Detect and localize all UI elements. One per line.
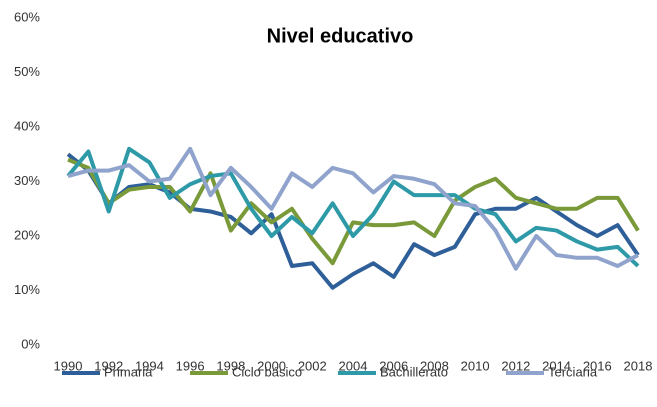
y-tick-label: 40% (14, 118, 40, 133)
legend-label: Ciclo básico (232, 364, 302, 379)
x-tick-label: 1990 (54, 358, 83, 373)
x-tick-label: 2004 (339, 358, 368, 373)
y-tick-label: 20% (14, 227, 40, 242)
y-tick-label: 60% (14, 9, 40, 24)
x-tick-label: 1992 (94, 358, 123, 373)
x-tick-label: 1996 (176, 358, 205, 373)
legend-label: Terciaria (548, 364, 598, 379)
series-line (66, 146, 640, 268)
series-line (67, 146, 639, 271)
legend-label: Bachillerato (380, 364, 448, 379)
y-tick-label: 0% (21, 336, 40, 351)
x-tick-label: 2018 (624, 358, 653, 373)
x-tick-label: 2016 (583, 358, 612, 373)
x-tick-label: 1998 (216, 358, 245, 373)
y-tick-label: 50% (14, 64, 40, 79)
x-tick-label: 2000 (257, 358, 286, 373)
legend-label: Primaria (104, 364, 153, 379)
x-tick-label: 2014 (542, 358, 571, 373)
x-tick-label: 2002 (298, 358, 327, 373)
x-tick-label: 1994 (135, 358, 164, 373)
x-tick-label: 2006 (379, 358, 408, 373)
y-tick-label: 10% (14, 282, 40, 297)
y-tick-label: 30% (14, 173, 40, 188)
x-tick-label: 2012 (501, 358, 530, 373)
chart-title: Nivel educativo (267, 25, 414, 47)
x-tick-label: 2008 (420, 358, 449, 373)
x-tick-label: 2010 (461, 358, 490, 373)
